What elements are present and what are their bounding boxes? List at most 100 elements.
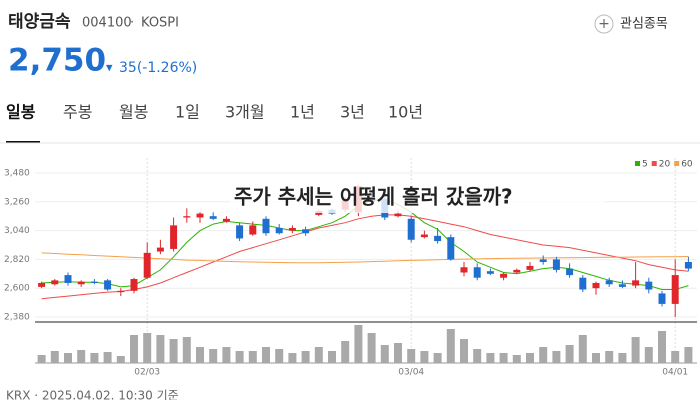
legend-swatch [635,161,640,166]
watch-plus: + [598,16,610,32]
volume-bar [314,347,323,363]
y-tick-label: 2,380 [4,313,30,323]
volume-bar [169,339,178,363]
volume-bar [103,352,112,363]
candle-body [618,284,626,287]
candle-body [38,282,46,287]
volume-bar [605,351,614,363]
volume-bar [407,349,416,363]
volume-bar [618,353,627,363]
legend-label: 20 [659,160,671,170]
candle-body [262,218,270,234]
stock-name: 태양금속 [8,12,71,32]
volume-bar [288,353,297,363]
volume-bar [182,337,191,363]
candle-body [222,218,230,222]
watch-button[interactable]: + 관심종목 [594,14,668,34]
candle-body [539,259,547,263]
volume-bar [130,335,138,363]
candle-body [645,281,653,290]
volume-bar [380,345,389,363]
tab[interactable]: 3개월 [225,103,265,122]
tab[interactable]: 주봉 [63,103,92,122]
tabs: 일봉 주봉 월봉 1일 3개월 1년 3년 10년 [6,103,423,143]
candle-body [156,247,164,252]
x-tick-label: 03/04 [398,368,424,378]
volume-bar [301,351,310,363]
candle-body [394,213,402,217]
volume-bar [486,353,495,363]
candle-body [196,213,204,218]
volume-bar [671,351,680,363]
volume-bar [248,351,257,363]
volume-bar [354,325,363,363]
chart-title: 주가 추세는 어떻게 흘러 갔을까? [234,185,513,209]
market: KOSPI [141,16,179,31]
candle-body [407,218,415,240]
volume-bar [37,355,46,363]
candle-body [420,234,428,238]
volume-bar [592,353,600,363]
separator: · [130,16,134,31]
candle-body [288,227,296,231]
y-tick-label: 2,600 [4,284,30,294]
y-tick-label: 3,480 [4,169,30,179]
candle-body [566,268,574,276]
volume-bar [50,351,59,363]
volume-bar [222,347,231,363]
volume-bar [433,353,442,363]
tab[interactable]: 10년 [388,103,423,122]
volume-bar [460,339,468,363]
candle-body [605,280,613,285]
stock-code: 004100 [82,16,132,31]
volume-bar [499,353,508,363]
volume-bar [631,337,640,363]
volume-bar [262,347,270,363]
volume-bar [420,351,429,363]
candle-body [513,269,521,273]
volume-bar [235,351,244,363]
watch-label: 관심종목 [620,17,668,32]
legend-swatch [651,161,657,166]
down-arrow: ▾ [106,61,113,76]
volume-bar [473,349,482,363]
tab[interactable]: 1년 [290,103,315,122]
legend-label: 5 [642,160,648,170]
volume-bar [552,351,561,363]
volume-bar [156,335,165,363]
candle-body [104,280,112,290]
moving-average [41,252,689,264]
volume-bar [512,355,521,363]
tab[interactable]: 3년 [340,103,365,122]
candle-body [117,290,125,293]
volume-bar [90,353,99,363]
candle-body [275,227,283,234]
candle-body [249,225,257,235]
tab[interactable]: 1일 [175,103,200,122]
candle-body [90,281,98,283]
volume-bar [394,343,402,363]
candle-body [500,273,508,278]
price: 2,750 [8,43,106,79]
candle-body [447,237,455,260]
candle-body [236,225,244,239]
tab[interactable]: 일봉 [6,103,36,122]
candle-body [473,267,481,278]
volume-bar [565,345,574,363]
volume-bar [196,347,204,363]
volume-bar [275,349,284,363]
volume-bar [77,350,86,363]
volume-bar [367,333,376,363]
x-tick-label: 02/03 [134,368,160,378]
volume-bar [658,331,666,363]
tab[interactable]: 월봉 [119,103,148,122]
volume-bar [526,353,534,363]
chart: 2,380 2,600 2,820 3,040 3,260 3,480 02/03 03/04… [4,158,697,378]
volume-bar [578,335,587,363]
moving-average [41,214,689,300]
footer: KRX · 2025.04.02. 10:30 기준 [6,389,179,400]
candle-body [684,262,692,269]
volume-bar [341,341,350,363]
volume-bar [143,333,152,363]
